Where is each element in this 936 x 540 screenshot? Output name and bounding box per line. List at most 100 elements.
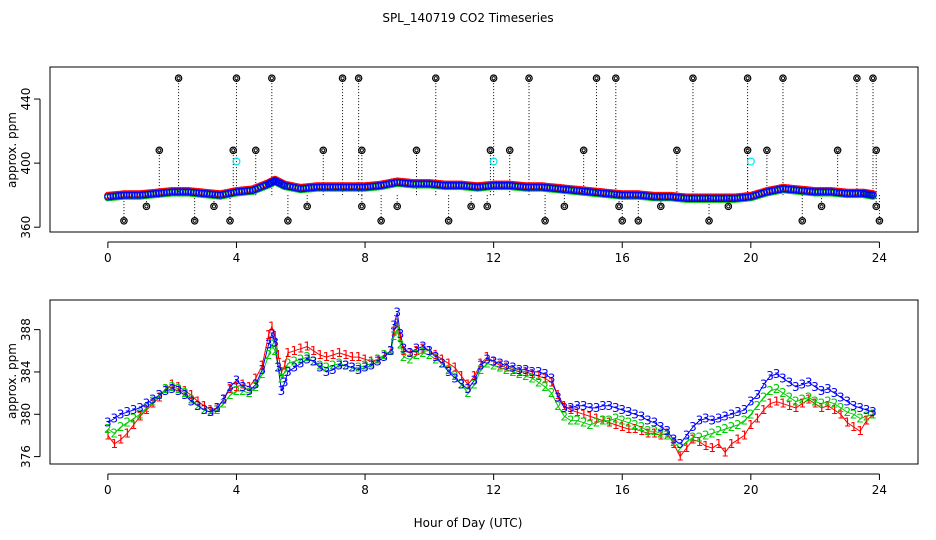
series-1-point: 1	[143, 403, 151, 417]
baseline-marker-3	[460, 182, 468, 190]
series-2-point: 2	[381, 348, 389, 362]
baseline-marker-3	[806, 187, 814, 196]
spike-marker-inner	[581, 148, 586, 153]
series-2-point: 2	[477, 363, 485, 377]
series-2-point: 2	[541, 380, 549, 394]
baseline-marker-3	[731, 194, 739, 203]
baseline-marker-3	[463, 182, 471, 190]
baseline-marker-3	[380, 181, 388, 189]
series-2-point: 2	[213, 403, 221, 417]
series-3-point: 3	[786, 376, 794, 390]
series-2-point: 2	[258, 367, 266, 381]
series-3-point: 3	[734, 405, 742, 419]
top-y-tick-label: 360	[19, 216, 33, 239]
series-3-point: 3	[265, 337, 273, 351]
series-1-point: 1	[522, 365, 530, 379]
series-3-point: 3	[503, 359, 511, 373]
series-2-point: 2	[374, 352, 382, 366]
baseline-marker-3	[605, 190, 613, 198]
baseline-marker-3	[712, 194, 720, 203]
baseline-marker-3	[425, 180, 434, 188]
series-2-point: 2	[657, 426, 665, 440]
baseline-marker-3	[843, 189, 851, 198]
series-1-point: 1	[831, 403, 839, 417]
series-3-point: 3	[593, 401, 601, 415]
series-2-point: 2	[689, 431, 697, 445]
series-3-point: 3	[798, 378, 806, 392]
spike-marker-inner	[616, 204, 622, 209]
baseline-marker-3	[106, 192, 115, 201]
baseline-marker-3	[484, 182, 492, 190]
series-2-point: 2	[753, 399, 761, 413]
series-3-point: 3	[387, 344, 395, 358]
baseline-marker-3	[240, 187, 249, 195]
series-3-point: 3	[824, 382, 832, 396]
baseline-marker-3	[822, 188, 830, 196]
spike-marker-inner	[764, 148, 770, 153]
baseline-marker-3	[398, 179, 407, 187]
baseline-marker-3	[618, 191, 626, 199]
spike-marker	[393, 202, 402, 211]
baseline-marker-3	[639, 191, 648, 200]
series-3-point: 3	[464, 382, 472, 396]
spike-marker	[251, 146, 260, 155]
baseline-marker-3	[393, 178, 401, 187]
series-1-point: 1	[573, 405, 581, 419]
series-2-point: 2	[503, 363, 511, 377]
baseline-marker-3	[808, 187, 817, 196]
baseline-marker-3	[690, 194, 699, 203]
baseline-marker-3	[709, 194, 718, 203]
series-2-point: 2	[168, 380, 176, 394]
spike-marker	[872, 202, 881, 211]
spike-marker-inner	[340, 76, 345, 81]
series-3-point: 3	[381, 350, 389, 364]
series-2-point: 2	[149, 395, 157, 409]
bottom-y-tick-label: 380	[19, 403, 33, 426]
series-2-point: 2	[303, 350, 311, 364]
series-1-point: 1	[303, 340, 311, 354]
spike-marker	[142, 202, 151, 211]
spike-marker-inner	[745, 76, 750, 81]
baseline-marker-3	[112, 192, 120, 200]
baseline-marker-3	[136, 191, 144, 199]
baseline-marker-3	[869, 191, 877, 199]
series-2-point: 2	[561, 409, 569, 423]
baseline-marker-3	[157, 189, 166, 197]
baseline-marker-3	[610, 190, 618, 199]
baseline-marker-3	[465, 182, 474, 191]
baseline-marker-3	[468, 182, 476, 191]
baseline-marker-3	[781, 185, 790, 193]
spike-marker	[229, 146, 238, 155]
top-x-tick-label: 0	[104, 251, 112, 265]
series-3-point: 3	[721, 409, 729, 423]
spike-marker-inner	[658, 204, 663, 209]
series-2-point: 2	[445, 363, 453, 377]
series-3-point: 3	[856, 401, 864, 415]
series-1-point: 1	[843, 416, 851, 430]
baseline-marker-3	[586, 188, 594, 196]
series-1-point: 1	[136, 409, 144, 423]
series-3-point: 3	[426, 344, 434, 358]
series-1-point: 1	[464, 378, 472, 392]
baseline-marker-3	[289, 183, 297, 191]
series-3-point: 3	[728, 407, 736, 421]
series-2-point: 2	[390, 329, 398, 343]
series-2-point: 2	[252, 380, 260, 394]
baseline-marker-3	[214, 191, 222, 199]
series-2-point: 2	[798, 392, 806, 406]
series-1-point: 1	[355, 350, 363, 364]
series-3-point: 3	[233, 373, 241, 387]
baseline-marker-3	[227, 189, 235, 197]
series-2-point: 2	[175, 382, 183, 396]
baseline-marker-3	[479, 182, 487, 191]
series-1-point: 1	[458, 369, 466, 383]
series-3-point: 3	[516, 363, 524, 377]
baseline-marker-3	[355, 183, 364, 191]
series-1-point: 1	[245, 380, 253, 394]
spike-marker	[303, 202, 311, 211]
series-1-point: 1	[291, 344, 299, 358]
series-1-point: 1	[599, 414, 607, 428]
series-2-point: 2	[715, 424, 723, 438]
baseline-marker-3	[495, 181, 503, 190]
spike-marker	[779, 74, 787, 83]
